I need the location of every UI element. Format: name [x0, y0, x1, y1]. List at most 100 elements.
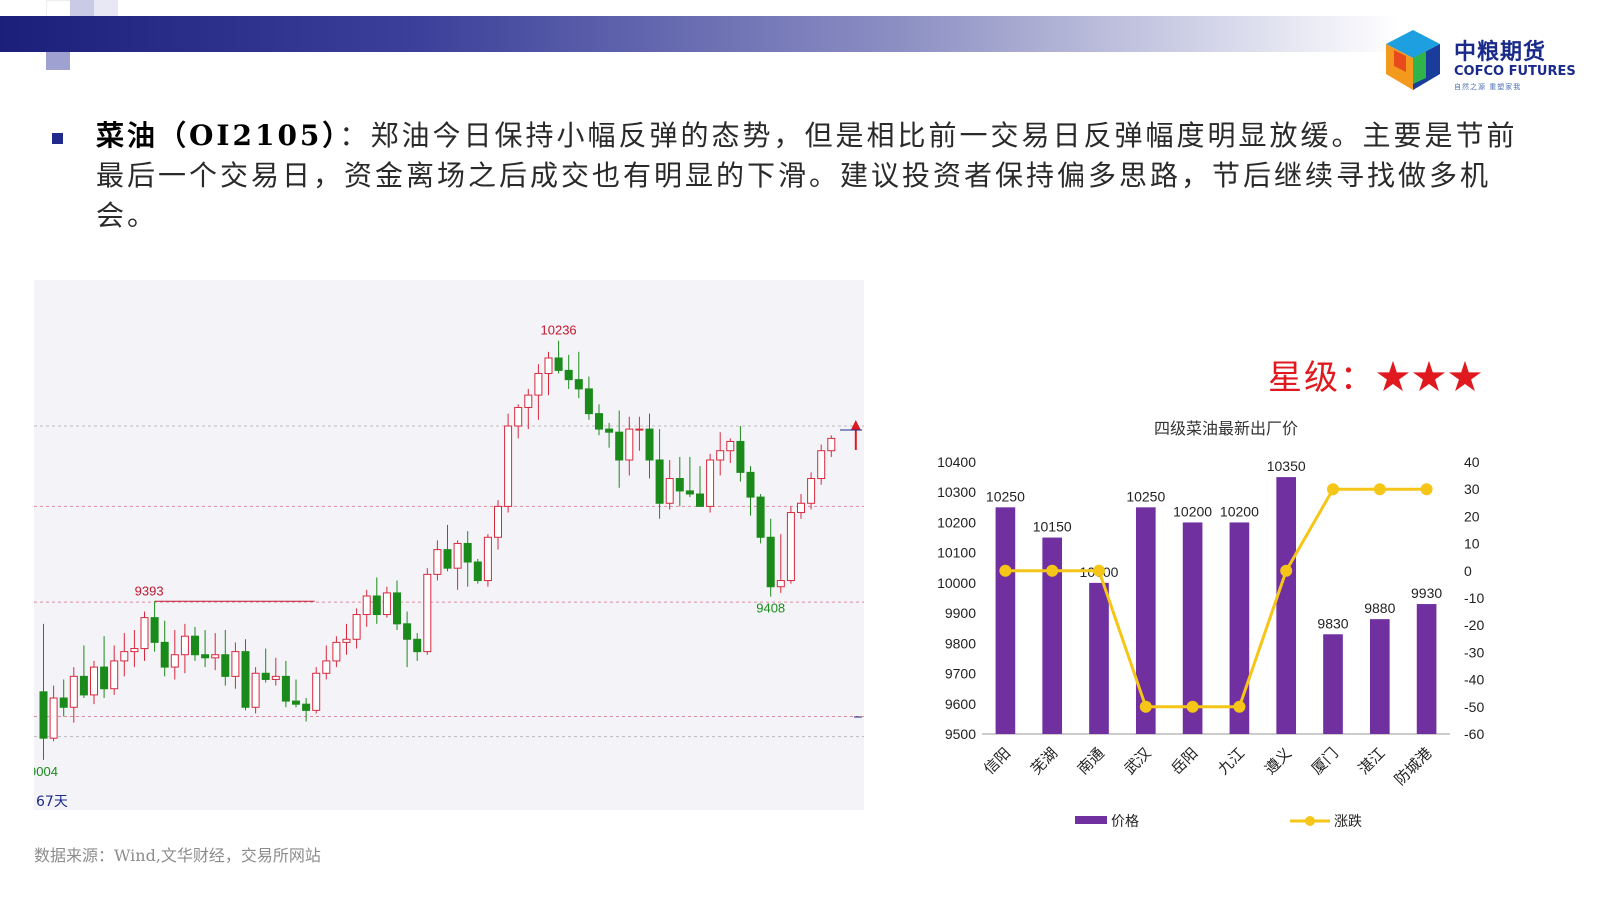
right-axis-tick-label: -30: [1464, 644, 1484, 660]
candle-body: [736, 440, 745, 473]
candle-body: [615, 431, 624, 461]
recent-low-label: 9408: [756, 601, 785, 616]
candle-body: [514, 406, 523, 427]
category-label: 九江: [1214, 744, 1248, 778]
category-label: 信阳: [980, 744, 1014, 778]
legend-bar-swatch: [1075, 816, 1107, 824]
high-label: 10236: [541, 323, 577, 338]
candle-body: [453, 542, 462, 569]
left-high-label: 9393: [135, 583, 164, 598]
candle-body: [635, 428, 644, 431]
price-bar: [1416, 604, 1437, 734]
candle-body: [251, 672, 260, 708]
candle-body: [393, 592, 401, 625]
price-bar-label: 10250: [1126, 488, 1165, 504]
candle-body: [241, 651, 250, 708]
candle-body: [463, 542, 472, 563]
candle-body: [130, 648, 139, 653]
candle-body: [382, 592, 391, 616]
category-label: 湛江: [1355, 744, 1389, 778]
star-rating: 星级：★★★: [1268, 350, 1484, 399]
candlestick-svg: 10236 9393 9004 9408 67天: [34, 323, 864, 810]
price-bar-label: 10250: [986, 488, 1025, 504]
logo-name-cn: 中粮期货: [1454, 40, 1547, 65]
price-bar-label: 9880: [1364, 600, 1395, 616]
left-axis-tick-label: 10000: [937, 575, 976, 591]
right-axis-tick-label: 40: [1464, 454, 1480, 470]
candle-body: [706, 459, 715, 507]
price-combo-chart: 四级菜油最新出厂价 9500 9600 9700 9800 9900 10000 10100 1…: [937, 419, 1484, 830]
candle-body: [504, 425, 513, 507]
change-point: [1420, 483, 1433, 496]
price-bar-label: 10350: [1267, 458, 1306, 474]
candle-body: [69, 675, 78, 708]
candle-body: [322, 660, 331, 674]
candle-body: [231, 651, 240, 677]
price-bar: [1182, 522, 1203, 734]
up-arrow-head-icon: [850, 420, 861, 430]
candle-body: [170, 654, 179, 668]
left-axis-tick-label: 10200: [937, 514, 976, 530]
price-bar: [1135, 507, 1156, 734]
change-point: [1139, 700, 1152, 713]
candle-body: [756, 496, 765, 538]
candle-body: [261, 672, 270, 680]
price-bar: [1229, 522, 1250, 734]
right-axis-tick-label: -60: [1464, 726, 1484, 742]
candle-body: [655, 459, 664, 504]
change-point: [1280, 564, 1293, 577]
candle-body: [372, 595, 381, 616]
cofco-cube-icon: [1386, 30, 1440, 90]
left-axis-tick-label: 9900: [945, 605, 976, 621]
left-axis-tick-label: 10300: [937, 484, 976, 500]
price-bar: [1369, 619, 1390, 734]
candle-body: [564, 369, 573, 381]
candle-body: [211, 654, 220, 659]
rating-label: 星级：: [1268, 358, 1376, 398]
candle-body: [49, 697, 58, 739]
right-axis-tick-label: -40: [1464, 672, 1484, 688]
candle-body: [342, 638, 351, 643]
price-bar: [995, 507, 1016, 734]
candle-body: [675, 478, 684, 492]
candle-body: [817, 450, 826, 480]
candle-body: [403, 623, 412, 640]
candle-body: [494, 505, 502, 538]
candle-body: [100, 666, 109, 690]
combo-chart-title: 四级菜油最新出厂价: [1154, 419, 1298, 438]
change-point: [1373, 483, 1386, 496]
logo-slogan: 自然之源 重塑家我: [1454, 83, 1522, 91]
candle-body: [312, 672, 321, 711]
legend-line-marker: [1305, 816, 1315, 826]
candle-body: [140, 617, 149, 650]
candle-body: [332, 641, 341, 662]
category-label: 南通: [1074, 744, 1108, 778]
candle-body: [483, 536, 492, 582]
right-axis-tick-label: 10: [1464, 536, 1480, 552]
candle-body: [665, 478, 674, 504]
candle-body: [271, 675, 280, 680]
candle-body: [362, 595, 371, 616]
commentary-paragraph: 菜油（OI2105）：郑油今日保持小幅反弹的态势，但是相比前一交易日反弹幅度明显…: [96, 116, 1540, 236]
category-label: 厦门: [1308, 744, 1342, 778]
candle-body: [352, 614, 361, 640]
candle-body: [786, 512, 795, 582]
candle-body: [574, 379, 583, 390]
price-bar: [1042, 537, 1063, 734]
right-axis-tick-label: -10: [1464, 590, 1484, 606]
right-axis-tick-label: -20: [1464, 617, 1484, 633]
change-line: [1005, 487, 1427, 709]
header-bar: [0, 16, 1400, 52]
candle-body: [110, 660, 119, 690]
candlestick-chart: 10236 9393 9004 9408 67天: [34, 280, 864, 810]
candle-body: [645, 428, 654, 461]
change-point: [1233, 700, 1246, 713]
candle-body: [696, 493, 704, 507]
rating-stars: ★★★: [1376, 358, 1484, 398]
candle-body: [150, 617, 159, 643]
candle-body: [59, 697, 68, 708]
candle-body: [827, 437, 836, 452]
category-label: 芜湖: [1027, 744, 1061, 778]
candle-body: [473, 561, 482, 582]
candle-body: [443, 549, 452, 569]
